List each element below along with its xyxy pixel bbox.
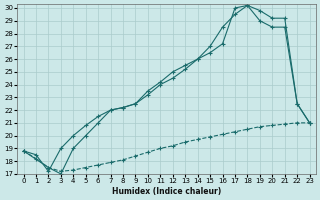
X-axis label: Humidex (Indice chaleur): Humidex (Indice chaleur)	[112, 187, 221, 196]
